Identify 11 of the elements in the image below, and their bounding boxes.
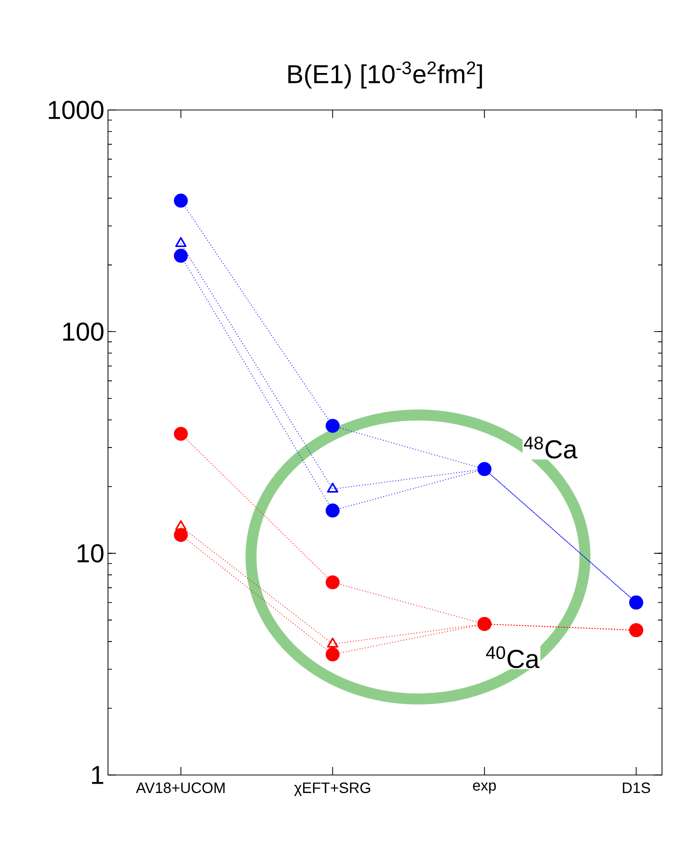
x-tick-label: AV18+UCOM [136, 782, 225, 794]
y-tick-label: 1000 [48, 100, 104, 120]
x-tick-label: D1S [622, 782, 650, 794]
annotation: $^{48}$Ca [524, 436, 578, 459]
x-tick-label: χEFT+SRG [294, 782, 370, 796]
annotation: $^{40}$Ca [486, 646, 540, 668]
y-tick-label: 1 [92, 766, 104, 784]
x-tick-label: exp [473, 782, 496, 794]
chart-title: B(E1) [10$^{-3}$e$^{2}$fm$^{2}$] [288, 61, 482, 88]
y-tick-label: 100 [63, 322, 104, 341]
y-tick-label: 10 [78, 544, 104, 562]
